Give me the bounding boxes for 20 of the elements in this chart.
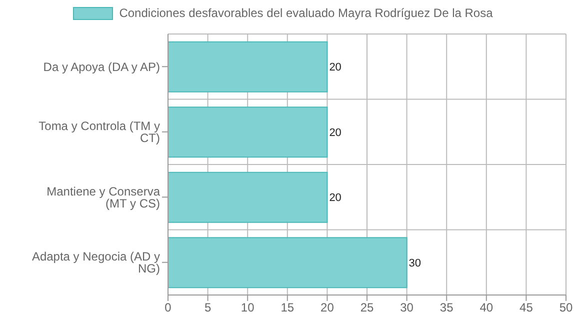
x-tick-label: 20 bbox=[320, 300, 334, 315]
legend-label: Condiciones desfavorables del evaluado Mayra Rodríguez De la Rosa bbox=[119, 6, 493, 20]
data-label: 30 bbox=[408, 257, 422, 270]
x-tick-label: 0 bbox=[164, 300, 172, 315]
x-tick-label: 30 bbox=[400, 300, 414, 315]
x-tick-label: 5 bbox=[204, 300, 212, 315]
x-tick-label: 15 bbox=[280, 300, 294, 315]
data-label: 20 bbox=[329, 192, 342, 204]
data-label: 20 bbox=[329, 62, 342, 74]
x-tick-label: 40 bbox=[480, 300, 494, 315]
x-tick-label: 45 bbox=[520, 300, 534, 315]
x-tick-label: 50 bbox=[559, 300, 573, 315]
x-tick-label: 35 bbox=[440, 300, 454, 315]
x-tick-label: 10 bbox=[240, 300, 255, 315]
y-tick-label: Mantiene y Conserva (MT y CS) bbox=[46, 184, 160, 210]
x-tick-label: 25 bbox=[360, 300, 374, 315]
data-label: 20 bbox=[329, 126, 342, 139]
y-tick-label: Da y Apoya (DA y AP) bbox=[43, 60, 160, 74]
y-tick-label: Toma y Controla (TM y CT) bbox=[38, 119, 160, 146]
y-tick-label: Adapta y Negocia (AD y NG) bbox=[32, 250, 160, 276]
